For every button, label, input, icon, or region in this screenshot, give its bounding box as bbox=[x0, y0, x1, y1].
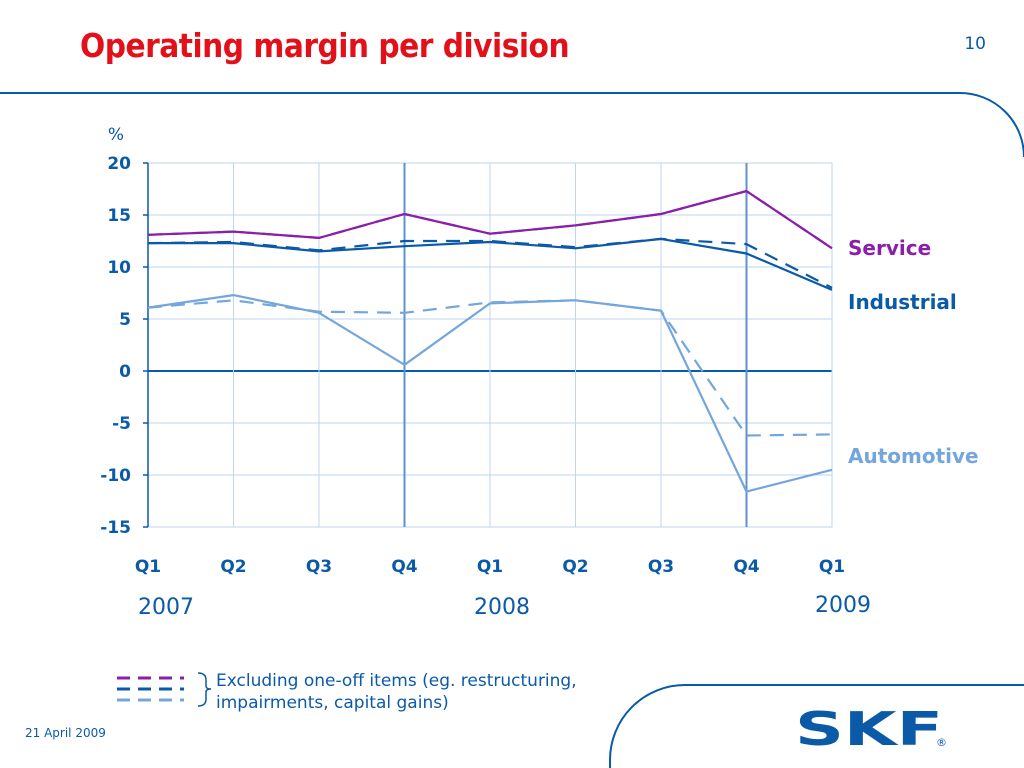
legend-label-service: Service bbox=[848, 236, 932, 260]
x-tick-label: Q2 bbox=[220, 557, 246, 577]
x-tick-label: Q3 bbox=[648, 557, 674, 577]
y-tick-label: 15 bbox=[107, 206, 131, 226]
footnote-text: Excluding one-off items (eg. restructuri… bbox=[216, 671, 577, 713]
slide-date: 21 April 2009 bbox=[25, 726, 106, 740]
y-tick-label: 5 bbox=[119, 310, 131, 330]
year-label-2009: 2009 bbox=[815, 593, 871, 618]
slide-title: Operating margin per division bbox=[80, 26, 570, 65]
y-tick-label: 10 bbox=[107, 258, 131, 278]
y-axis-label: % bbox=[108, 125, 124, 145]
x-tick-label: Q1 bbox=[477, 557, 503, 577]
y-tick-label: 20 bbox=[107, 154, 131, 174]
x-tick-label: Q4 bbox=[391, 557, 417, 577]
brace-icon bbox=[197, 672, 212, 707]
x-tick-label: Q3 bbox=[306, 557, 332, 577]
y-tick-label: -5 bbox=[112, 414, 131, 434]
y-tick-label: 0 bbox=[119, 362, 131, 382]
year-label-2008: 2008 bbox=[474, 595, 530, 620]
legend-label-industrial: Industrial bbox=[848, 290, 957, 314]
series-line-automotive-solid bbox=[147, 294, 833, 493]
series-line-service-dashed bbox=[147, 190, 833, 250]
year-label-2007: 2007 bbox=[138, 595, 194, 620]
skf-logo: SKF ® bbox=[795, 708, 947, 754]
y-tick-label: -10 bbox=[100, 466, 131, 486]
logo-text: SKF bbox=[795, 708, 943, 754]
page-number: 10 bbox=[964, 34, 986, 54]
header-rule bbox=[0, 92, 1024, 158]
x-tick-label: Q2 bbox=[562, 557, 588, 577]
x-tick-label: Q1 bbox=[819, 557, 845, 577]
x-tick-label: Q1 bbox=[135, 557, 161, 577]
footer-curve bbox=[609, 684, 1024, 768]
registered-mark: ® bbox=[936, 736, 947, 749]
series-line-industrial-solid bbox=[148, 237, 833, 291]
legend-label-automotive: Automotive bbox=[848, 444, 979, 468]
y-tick-label: -15 bbox=[100, 518, 131, 538]
dashed-legend-key bbox=[117, 672, 212, 707]
x-tick-label: Q4 bbox=[733, 557, 759, 577]
